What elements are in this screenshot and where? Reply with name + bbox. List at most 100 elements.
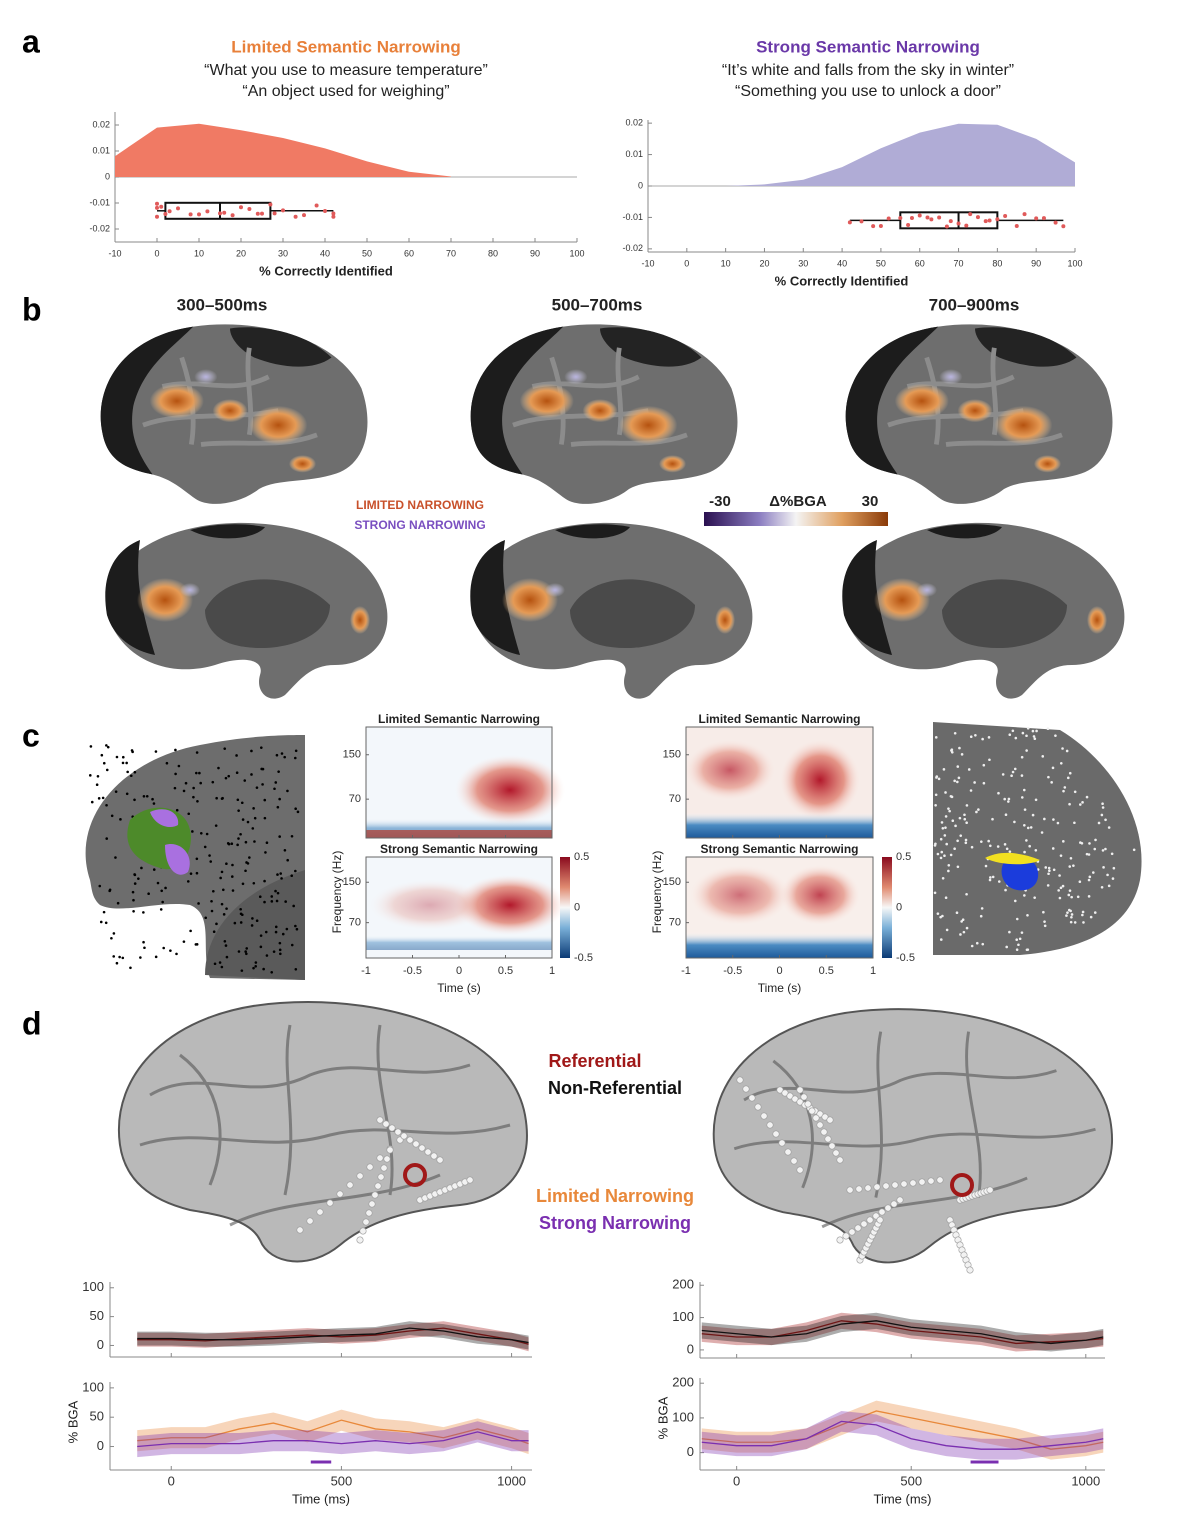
highlight-ring (950, 1173, 974, 1197)
point (937, 215, 942, 220)
point (948, 219, 953, 224)
electrode-dot (1023, 894, 1026, 897)
electrode-dot (283, 755, 286, 759)
electrode-dot (251, 827, 255, 830)
electrode-dot (106, 745, 110, 749)
point (968, 212, 973, 217)
electrode-dot (245, 952, 248, 956)
electrode-dot (967, 768, 971, 771)
electrode-dot (177, 764, 181, 768)
electrode-dot (1023, 850, 1026, 854)
electrode-dot (226, 842, 230, 845)
point (886, 216, 891, 221)
series-line (137, 1327, 529, 1344)
electrode-dot (270, 895, 274, 898)
x-tick-label: 1000 (497, 1473, 526, 1488)
window-title: 500–700ms (552, 295, 643, 314)
electrode-dot (275, 753, 279, 757)
electrode (832, 1149, 840, 1157)
window-title: 300–500ms (177, 295, 268, 314)
electrode-dot (1068, 802, 1071, 806)
electrode-dot (115, 755, 119, 759)
electrode-dot (278, 835, 281, 838)
x-tick-label: 0.5 (498, 965, 513, 977)
electrode (380, 1164, 388, 1172)
y-tick-label: -0.02 (622, 243, 643, 253)
electrode-dot (991, 875, 995, 879)
x-tick-label: 500 (900, 1473, 922, 1488)
electrode-dot (133, 798, 136, 802)
electrode-dot (944, 815, 948, 818)
spectrogram-title: Limited Semantic Narrowing (378, 712, 540, 726)
electrode-dot (230, 875, 234, 878)
colorbar-tick-label: 0.5 (896, 851, 911, 863)
point (859, 219, 864, 224)
electrode (884, 1204, 892, 1212)
electrode-dot (195, 857, 199, 861)
electrode-dot (102, 910, 106, 914)
electrode-dot (211, 780, 215, 784)
electrode-dot (947, 863, 951, 867)
electrode-dot (129, 774, 133, 778)
x-tick-label: -0.5 (403, 965, 422, 977)
electrode-dot (252, 807, 255, 810)
electrode-dot (1035, 729, 1038, 733)
electrode (796, 1086, 804, 1094)
electrode-dot (934, 736, 938, 739)
electrode-dot (987, 839, 990, 843)
electrode-dot (96, 774, 100, 778)
legend-entry: STRONG NARROWING (354, 518, 485, 532)
electrode-dot (1015, 917, 1019, 921)
point (255, 211, 260, 216)
brain-medial (842, 522, 1125, 699)
x-tick-label: -1 (681, 965, 691, 977)
electrode-dot (251, 917, 254, 920)
brain-lateral (471, 324, 738, 503)
electrode-dot (1050, 781, 1053, 784)
electrode-dot (964, 838, 968, 842)
electrode-dot (222, 888, 225, 892)
point (1014, 224, 1019, 229)
electrode-dot (140, 866, 143, 870)
legend-entry: LIMITED NARROWING (356, 498, 484, 512)
electrode-dot (273, 787, 276, 791)
electrode-dot (1100, 813, 1104, 817)
electrode (816, 1121, 824, 1129)
electrode-dot (214, 824, 218, 827)
electrode-dot (1087, 895, 1091, 898)
point (176, 206, 180, 211)
electrode-dot (142, 911, 145, 914)
point (1034, 216, 1039, 221)
point (218, 211, 222, 216)
electrode-dot (1093, 911, 1097, 914)
electrode-dot (99, 920, 103, 924)
electrode-dot (1070, 913, 1074, 916)
electrode-dot (963, 813, 966, 817)
electrode-dot (225, 955, 229, 959)
electrode-dot (1007, 800, 1010, 803)
electrode-dot (1107, 884, 1111, 888)
electrode-dot (132, 898, 135, 902)
electrode-dot (943, 854, 946, 858)
point (314, 203, 319, 208)
electrode-dot (240, 801, 244, 805)
electrode-dot (189, 872, 193, 875)
y-tick-label: 200 (672, 1277, 694, 1292)
box (899, 211, 999, 230)
electrode-dot (1032, 735, 1036, 738)
electrode-dot (1020, 931, 1024, 934)
electrode-dot (133, 873, 136, 876)
electrode-dot (1043, 924, 1047, 928)
x-tick-label: 50 (876, 258, 886, 268)
electrode-dot (1069, 856, 1073, 860)
electrode-dot (114, 856, 117, 859)
electrode-dot (953, 731, 957, 735)
electrode-dot (283, 849, 287, 852)
electrode-dot (174, 748, 177, 752)
electrode-dot (224, 776, 228, 780)
brain-medial (470, 522, 753, 699)
electrode-dot (982, 763, 986, 767)
series-line (137, 1419, 529, 1445)
y-axis-label: % BGA (65, 1400, 80, 1443)
point (964, 223, 969, 228)
